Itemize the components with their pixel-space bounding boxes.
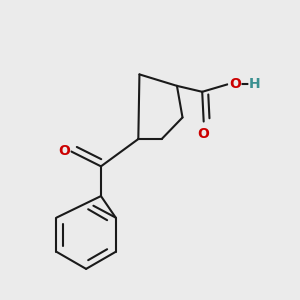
Text: H: H	[249, 77, 261, 92]
Text: O: O	[58, 145, 70, 158]
Text: O: O	[229, 77, 241, 92]
Text: O: O	[198, 128, 210, 142]
